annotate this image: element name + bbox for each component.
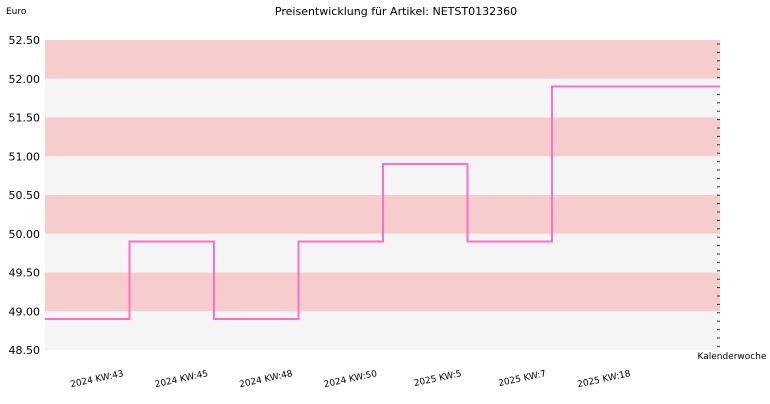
y-tick-label: 49.50	[9, 267, 41, 280]
y-tick-label: 52.00	[9, 73, 41, 86]
x-tick-label: 2025 KW:5	[413, 369, 463, 389]
x-axis-label: Kalenderwoche	[697, 352, 766, 362]
price-step-line	[45, 85, 720, 320]
y-tick-label: 50.00	[9, 228, 41, 241]
x-tick-label: 2024 KW:45	[154, 369, 209, 390]
x-tick-labels: 2024 KW:43 2024 KW:45 2024 KW:48 2024 KW:50…	[70, 369, 632, 390]
background-band	[45, 40, 720, 79]
background-band	[45, 78, 720, 118]
background-band	[45, 272, 720, 312]
y-tick-label: 51.50	[9, 112, 41, 125]
y-tick-label: 51.00	[9, 150, 41, 163]
x-tick-label: 2025 KW:18	[577, 369, 632, 390]
background-band	[45, 311, 720, 350]
y-tick-label: 52.50	[9, 34, 41, 47]
right-minor-ticks	[717, 43, 720, 347]
y-tick-label: 49.00	[9, 305, 41, 318]
y-tick-label: 50.50	[9, 189, 41, 202]
x-tick-label: 2024 KW:43	[70, 369, 125, 390]
chart-title: Preisentwicklung für Artikel: NETST01323…	[275, 5, 517, 18]
x-tick-label: 2025 KW:7	[498, 369, 548, 389]
y-axis-label: Euro	[6, 7, 27, 17]
y-tick-label: 48.50	[9, 344, 41, 357]
series-group	[45, 85, 720, 320]
background-band	[45, 117, 720, 157]
x-tick-label: 2024 KW:50	[323, 369, 378, 390]
x-tick-label: 2024 KW:48	[239, 369, 294, 390]
y-tick-labels: 48.50 49.00 49.50 50.00 50.50 51.00 51.50 52.00…	[9, 34, 41, 357]
